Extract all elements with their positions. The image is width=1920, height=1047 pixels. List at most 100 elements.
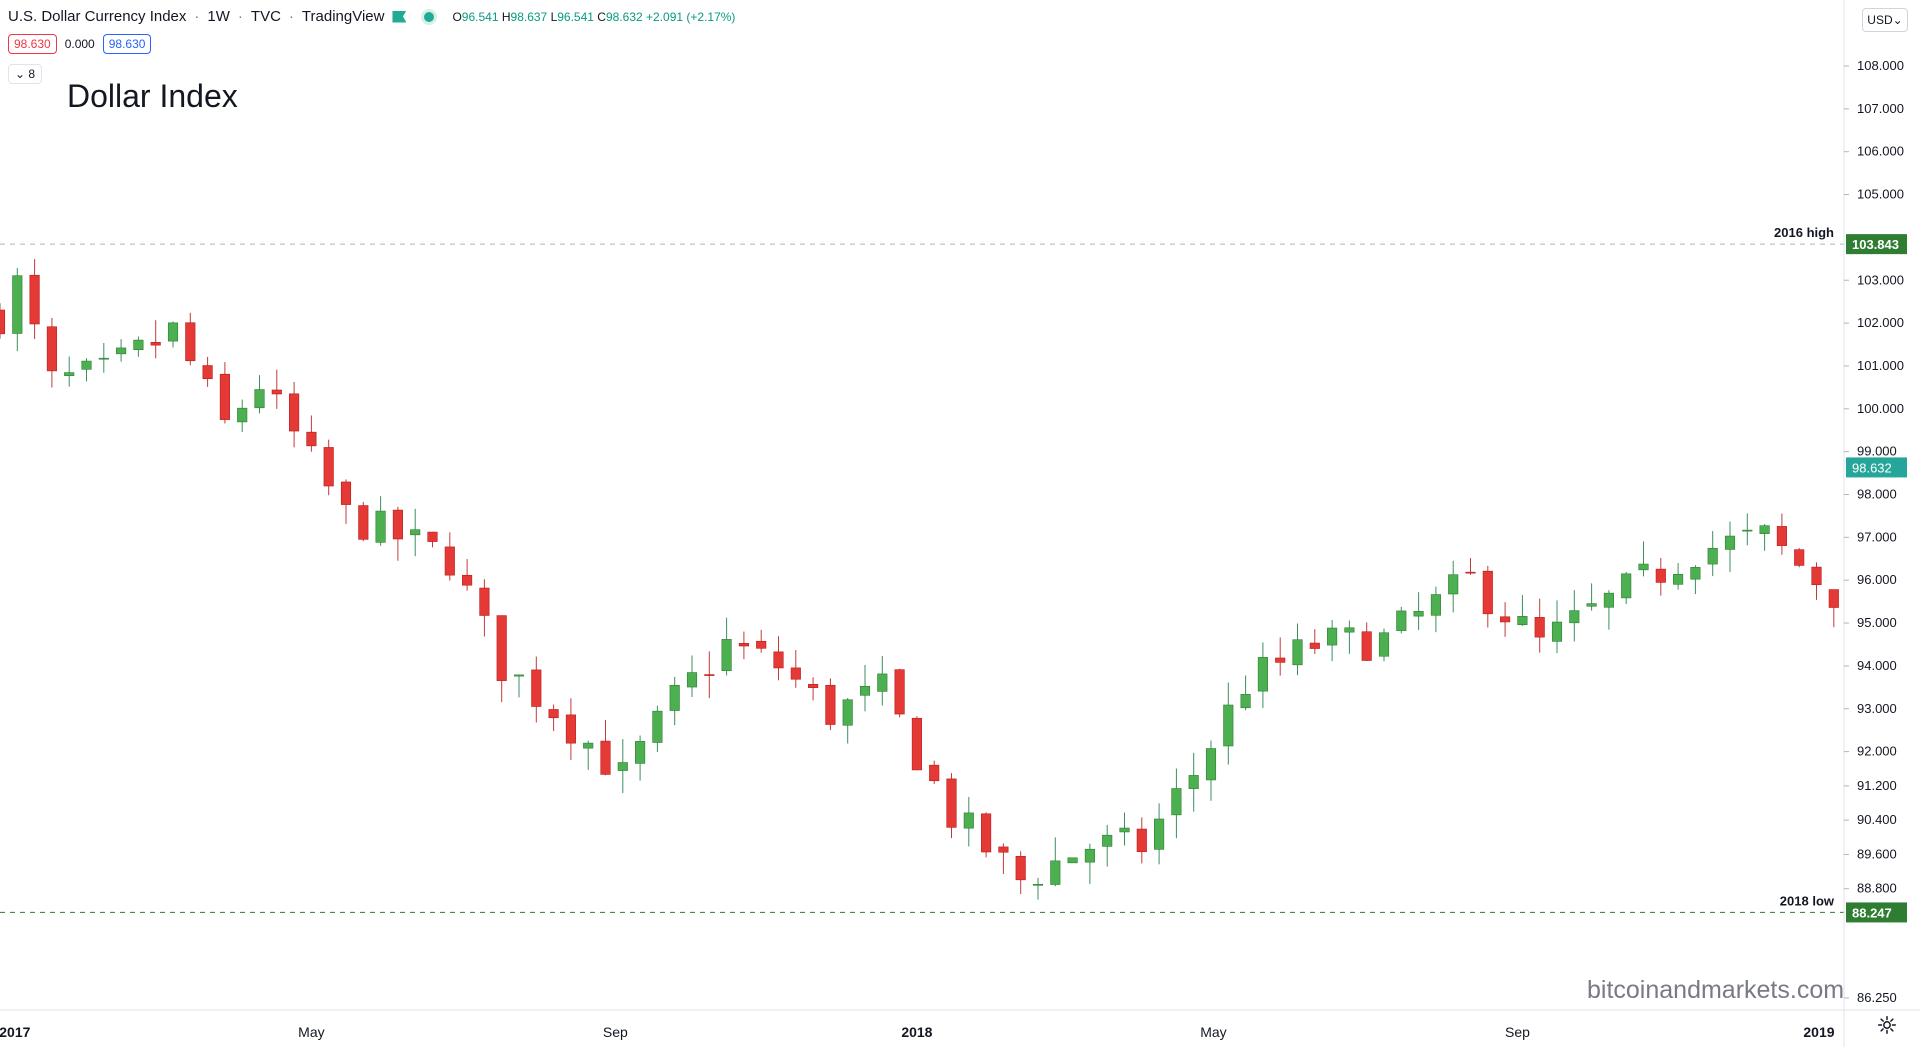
exchange-label: TVC	[250, 8, 281, 25]
chart-note-title: Dollar Index	[67, 78, 238, 114]
candle-body	[1448, 574, 1459, 595]
candle-body	[29, 274, 40, 325]
candle-body	[116, 347, 127, 355]
y-tick-label: 100.000	[1857, 401, 1904, 416]
y-tick-label: 105.000	[1857, 187, 1904, 202]
y-tick-label: 97.000	[1857, 529, 1897, 544]
price-tag-bg	[1846, 902, 1907, 923]
y-tick-label: 106.000	[1857, 144, 1904, 159]
change-value: +2.091 (+2.17%)	[646, 9, 736, 24]
candle-body	[375, 510, 386, 543]
candle-body	[81, 360, 92, 370]
y-tick-label: 103.000	[1857, 272, 1904, 287]
candle-body	[1084, 848, 1095, 863]
candle-body	[1759, 525, 1770, 534]
candle-body	[513, 674, 525, 677]
candle-body	[0, 309, 6, 335]
candle-body	[1794, 549, 1805, 566]
candle-body	[1586, 603, 1597, 607]
candle-body	[600, 740, 611, 775]
candle-body	[894, 669, 905, 715]
y-tick-label: 102.000	[1857, 315, 1904, 330]
plot-area	[0, 259, 1839, 900]
candle-body	[790, 667, 801, 680]
candle-body	[652, 710, 663, 743]
candle-body	[202, 365, 213, 380]
price-tag-label: 88.247	[1852, 905, 1892, 920]
currency-selector[interactable]: USD⌄	[1862, 8, 1908, 32]
candle-body	[946, 778, 957, 828]
candle-body	[531, 669, 542, 707]
level-label: 2016 high	[1774, 225, 1834, 240]
candle-body	[1119, 827, 1130, 833]
symbol-title[interactable]: U.S. Dollar Currency Index	[8, 8, 187, 25]
interval-label[interactable]: 1W	[207, 8, 230, 25]
candle-body	[963, 812, 974, 829]
candle-body	[392, 509, 403, 540]
y-tick-label: 95.000	[1857, 615, 1897, 630]
candle-body	[738, 642, 749, 647]
watermark-text: bitcoinandmarkets.com	[1587, 976, 1845, 1004]
chart-legend: U.S. Dollar Currency Index · 1W · TVC · …	[8, 8, 735, 25]
candle-body	[1811, 566, 1822, 586]
indicators-collapse-button[interactable]: ⌄ 8	[8, 64, 43, 84]
candle-body	[1655, 568, 1666, 583]
candle-body	[1482, 570, 1493, 615]
candle-body	[1413, 611, 1424, 617]
candle-body	[358, 505, 369, 540]
gear-icon[interactable]	[1876, 1014, 1898, 1036]
x-tick-label: 2017	[0, 1024, 31, 1040]
candle-body	[1309, 642, 1320, 649]
y-tick-label: 93.000	[1857, 701, 1897, 716]
market-status-icon[interactable]	[424, 11, 435, 22]
y-tick-label: 96.000	[1857, 572, 1897, 587]
x-tick-label: Sep	[1505, 1024, 1530, 1040]
candle-body	[1223, 704, 1234, 747]
y-tick-label: 94.000	[1857, 658, 1897, 673]
current-price-tag-label: 98.632	[1852, 460, 1892, 475]
candle-body	[1344, 627, 1355, 633]
candle-body	[1673, 574, 1684, 585]
candle-body	[12, 275, 23, 334]
candle-body	[167, 322, 179, 342]
candle-body	[340, 481, 352, 505]
candle-body	[617, 762, 628, 771]
x-tick-label: May	[298, 1024, 324, 1040]
candle-body	[1828, 589, 1839, 608]
candle-body	[289, 393, 300, 432]
candle-body	[1292, 639, 1303, 666]
candle-body	[911, 717, 922, 771]
candle-body	[1136, 828, 1147, 853]
candle-body	[1603, 592, 1614, 608]
candle-body	[496, 615, 507, 681]
y-tick-label: 92.000	[1857, 744, 1897, 759]
candle-body	[565, 714, 576, 744]
candle-body	[756, 640, 767, 649]
candle-body	[1275, 657, 1286, 663]
buy-price-button[interactable]: 98.630	[102, 34, 152, 54]
candle-body	[133, 339, 144, 351]
chevron-down-icon: ⌄	[15, 67, 26, 81]
candle-body	[427, 531, 438, 542]
candle-body	[219, 373, 230, 420]
spread-value: 0.000	[64, 37, 95, 51]
bid-ask-panel: 98.630 0.000 98.630	[8, 34, 152, 54]
y-tick-label: 88.800	[1857, 881, 1897, 896]
candle-body	[859, 686, 871, 696]
candle-body	[1569, 610, 1580, 624]
candle-body	[981, 813, 992, 853]
y-tick-label: 86.250	[1857, 990, 1897, 1005]
indicator-count: 8	[28, 67, 36, 81]
current-price-tag-bg	[1846, 457, 1907, 478]
candle-body	[1724, 535, 1736, 550]
candle-body	[1707, 547, 1718, 565]
candle-body	[1015, 855, 1026, 881]
candle-body	[1534, 617, 1545, 638]
sell-price-button[interactable]: 98.630	[8, 34, 57, 54]
candle-body	[635, 741, 646, 764]
flag-icon[interactable]	[392, 10, 407, 23]
candle-body	[686, 672, 698, 688]
candle-body	[1638, 563, 1649, 571]
candle-body	[825, 684, 836, 725]
